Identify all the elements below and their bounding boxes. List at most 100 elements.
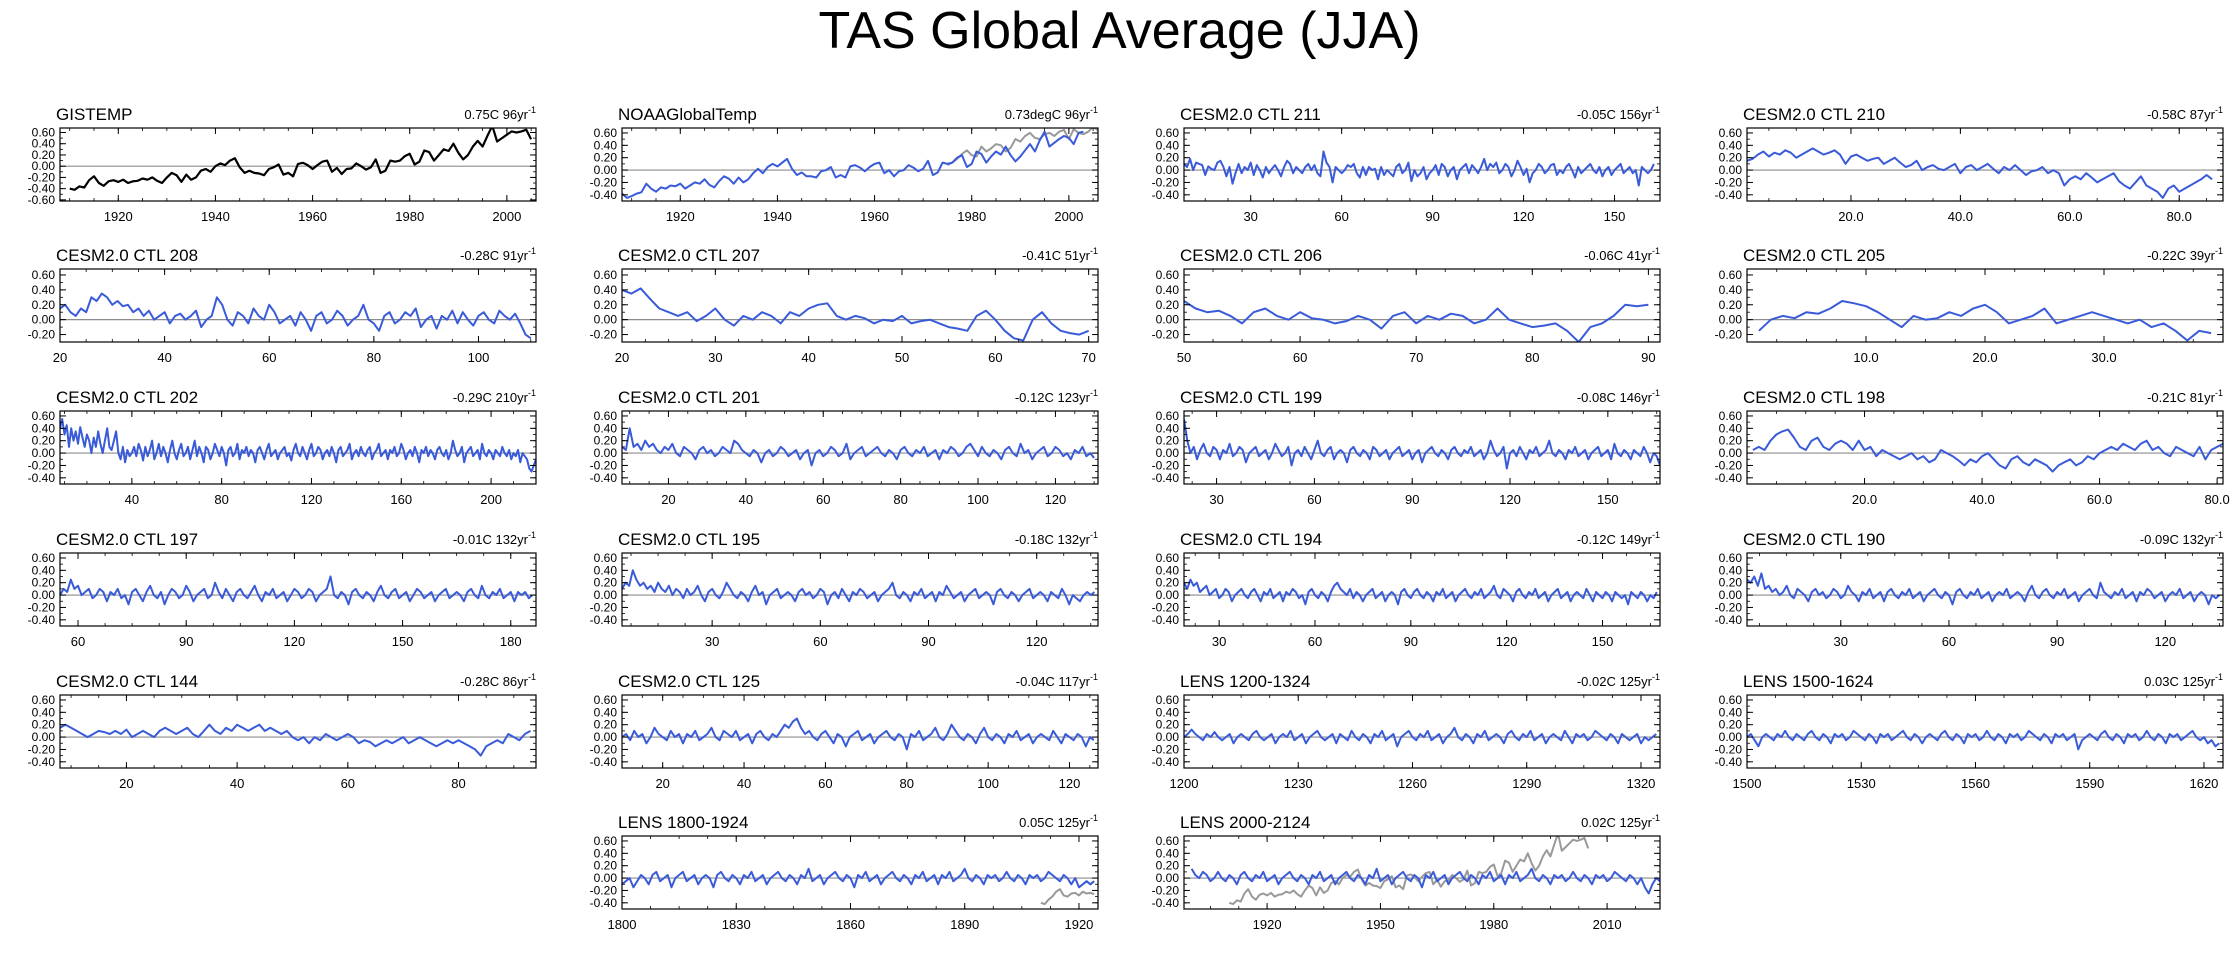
panel-frame <box>621 127 1099 202</box>
series-line-model <box>622 867 1095 889</box>
y-tick-label: 0.60 <box>1719 551 1743 565</box>
panel-frame <box>59 694 537 769</box>
panel-frame <box>1183 410 1661 485</box>
x-tick-label: 60 <box>262 350 276 365</box>
panel-lens-2000-2124: LENS 2000-2124 0.02C 125yr-1 -0.40-0.200.0… <box>1152 813 1661 932</box>
x-tick-label: 1500 <box>1733 776 1762 791</box>
panel-stats: 0.75C 96yr-1 <box>464 105 536 122</box>
y-tick-label: 0.20 <box>32 434 56 448</box>
panel-stats: -0.01C 132yr-1 <box>453 530 536 547</box>
y-tick-label: -0.20 <box>1715 328 1743 342</box>
y-tick-label: -0.20 <box>1152 328 1180 342</box>
y-tick-label: 0.00 <box>1156 588 1180 602</box>
panel-frame <box>1183 835 1661 910</box>
x-tick-label: 30.0 <box>2091 350 2116 365</box>
y-tick-label: 0.20 <box>1156 298 1180 312</box>
panel-title: CESM2.0 CTL 208 <box>56 246 198 265</box>
panel-lens-1500-1624: LENS 1500-1624 0.03C 125yr-1 -0.40-0.200.0… <box>1715 672 2224 791</box>
panel-cesm2-0-ctl-208: CESM2.0 CTL 208 -0.28C 91yr-1 -0.200.000.2… <box>28 246 537 365</box>
series-line-model <box>1184 726 1657 748</box>
y-tick-label: 0.60 <box>1156 834 1180 848</box>
y-tick-label: 0.60 <box>1719 409 1743 423</box>
y-tick-label: 0.00 <box>1156 446 1180 460</box>
panel-stats-exponent: -1 <box>1090 246 1098 256</box>
panel-cesm2-0-ctl-205: CESM2.0 CTL 205 -0.22C 39yr-1 -0.200.000.2… <box>1715 246 2224 365</box>
y-tick-label: -0.40 <box>590 755 618 769</box>
panel-stats: -0.04C 117yr-1 <box>1016 672 1098 689</box>
x-tick-label: 30 <box>1243 209 1257 224</box>
y-tick-label: 0.60 <box>1719 693 1743 707</box>
panel-frame <box>1746 552 2224 627</box>
panel-stats-exponent: -1 <box>1652 530 1660 540</box>
panel-cesm2-0-ctl-125: CESM2.0 CTL 125 -0.04C 117yr-1-0.40-0.200… <box>590 672 1099 791</box>
y-tick-label: 0.40 <box>594 138 618 152</box>
y-tick-label: -0.20 <box>1715 600 1743 614</box>
y-tick-label: -0.20 <box>590 458 618 472</box>
y-tick-label: -0.20 <box>1152 742 1180 756</box>
x-tick-label: 120 <box>1513 209 1535 224</box>
x-tick-label: 2000 <box>492 209 521 224</box>
y-tick-label: -0.20 <box>28 458 56 472</box>
x-tick-label: 60 <box>988 350 1002 365</box>
y-tick-label: -0.20 <box>590 175 618 189</box>
x-tick-label: 1920 <box>1064 917 1093 932</box>
panel-frame <box>59 552 537 627</box>
y-tick-label: -0.20 <box>1715 458 1743 472</box>
x-tick-label: 180 <box>500 634 522 649</box>
y-tick-label: -0.40 <box>590 613 618 627</box>
panel-stats-exponent: -1 <box>1652 105 1660 115</box>
x-tick-label: 50 <box>895 350 909 365</box>
x-tick-label: 30 <box>1212 634 1226 649</box>
y-tick-label: 0.60 <box>594 693 618 707</box>
panel-title: CESM2.0 CTL 210 <box>1743 105 1885 124</box>
series-line-model <box>1747 729 2220 751</box>
x-tick-label: 60.0 <box>2057 209 2082 224</box>
y-tick-label: 0.40 <box>594 421 618 435</box>
x-tick-label: 1530 <box>1847 776 1876 791</box>
panel-stats: -0.12C 123yr-1 <box>1015 388 1098 405</box>
series-line-model <box>1752 428 2223 473</box>
x-tick-label: 1830 <box>722 917 751 932</box>
y-tick-label: 0.60 <box>594 126 618 140</box>
y-tick-label: 0.20 <box>1156 151 1180 165</box>
y-tick-label: 0.60 <box>1156 551 1180 565</box>
x-tick-label: 90 <box>179 634 193 649</box>
x-tick-label: 120 <box>284 634 306 649</box>
series-line-model <box>1190 867 1660 895</box>
y-tick-label: -0.40 <box>28 471 56 485</box>
x-tick-label: 30 <box>708 350 722 365</box>
y-tick-label: 0.40 <box>32 705 56 719</box>
x-tick-label: 60 <box>813 634 827 649</box>
y-tick-label: -0.60 <box>28 193 56 207</box>
y-tick-label: -0.20 <box>1715 742 1743 756</box>
series-line-model <box>60 723 531 757</box>
series-line-model <box>622 569 1096 606</box>
x-tick-label: 20 <box>655 776 669 791</box>
x-tick-label: 100 <box>468 350 490 365</box>
y-tick-label: 0.20 <box>594 298 618 312</box>
x-tick-label: 80.0 <box>2167 209 2192 224</box>
x-tick-label: 20 <box>53 350 67 365</box>
panel-stats-exponent: -1 <box>528 105 536 115</box>
x-tick-label: 1290 <box>1512 776 1541 791</box>
series-line-model <box>1184 150 1655 187</box>
y-tick-label: 0.00 <box>1156 313 1180 327</box>
y-tick-label: 0.40 <box>1156 138 1180 152</box>
panel-frame <box>621 268 1099 343</box>
panel-stats: -0.02C 125yr-1 <box>1577 672 1660 689</box>
y-tick-label: -0.20 <box>1152 883 1180 897</box>
series-line-model <box>60 575 534 606</box>
y-tick-label: -0.40 <box>590 188 618 202</box>
y-tick-label: -0.40 <box>1152 755 1180 769</box>
x-tick-label: 90 <box>1641 350 1655 365</box>
x-tick-label: 150 <box>1604 209 1626 224</box>
panel-stats: -0.08C 146yr-1 <box>1577 388 1660 405</box>
y-tick-label: 0.20 <box>1156 859 1180 873</box>
y-tick-label: 0.00 <box>594 163 618 177</box>
y-tick-label: 0.60 <box>32 693 56 707</box>
panel-stats-exponent: -1 <box>2215 530 2223 540</box>
series-line-model <box>1747 147 2213 199</box>
panel-frame <box>1183 552 1661 627</box>
panel-frame <box>621 835 1099 910</box>
